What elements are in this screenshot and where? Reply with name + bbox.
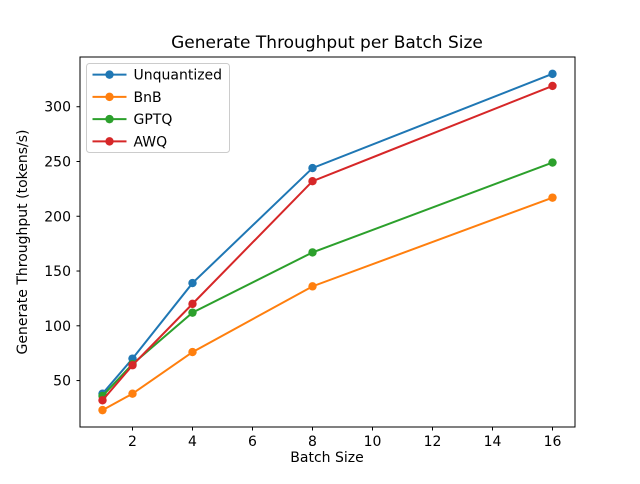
- legend-marker-sample: [105, 114, 114, 124]
- y-axis-label: Generate Throughput (tokens/s): [15, 130, 31, 355]
- legend-box: [86, 63, 230, 153]
- series-marker-bnb: [308, 282, 317, 291]
- legend-item-bnb: BnB: [92, 90, 162, 106]
- legend-label: GPTQ: [134, 112, 173, 128]
- series-marker-gptq: [188, 308, 197, 317]
- legend-item-unquantized: Unquantized: [92, 68, 223, 84]
- y-tick-label: 300: [44, 100, 71, 116]
- x-tick-label: 4: [188, 434, 197, 450]
- series-marker-awq: [98, 396, 107, 405]
- x-tick-label: 6: [248, 434, 257, 450]
- legend-marker-sample: [105, 137, 114, 146]
- series-marker-awq: [128, 361, 137, 370]
- plot-area: 2 4 6 8 10 12 14 16 50 100 150 200 250 300 Unquantized…: [44, 56, 576, 450]
- series-marker-bnb: [98, 405, 107, 415]
- series-line-gptq: [101, 161, 553, 397]
- series-marker-unquantized: [188, 278, 197, 288]
- y-tick-label: 150: [44, 264, 71, 280]
- series-marker-gptq: [308, 248, 317, 257]
- y-tick-label: 200: [44, 209, 71, 225]
- y-tick-label: 50: [53, 374, 71, 390]
- legend-marker-sample: [105, 70, 114, 79]
- series-marker-gptq: [548, 158, 557, 167]
- x-tick-label: 16: [544, 434, 562, 450]
- legend-item-awq: AWQ: [92, 134, 168, 150]
- legend-item-gptq: GPTQ: [92, 112, 173, 128]
- series-marker-bnb: [188, 347, 197, 357]
- x-tick-label: 12: [424, 434, 442, 450]
- series-marker-bnb: [548, 193, 557, 202]
- x-tick-label: 10: [364, 434, 382, 450]
- series-marker-awq: [308, 177, 317, 186]
- legend-label: Unquantized: [134, 68, 223, 84]
- y-tick-label: 100: [44, 319, 71, 335]
- chart-title: Generate Throughput per Batch Size: [171, 33, 483, 53]
- legend-label: BnB: [134, 90, 162, 106]
- series-marker-bnb: [128, 389, 137, 398]
- x-tick-label: 2: [128, 434, 137, 450]
- legend-marker-sample: [105, 92, 114, 102]
- series-marker-awq: [548, 81, 557, 91]
- y-tick-label: 250: [44, 154, 71, 170]
- series-marker-unquantized: [548, 69, 557, 79]
- x-tick-label: 14: [484, 434, 502, 450]
- series-line-bnb: [102, 196, 553, 412]
- legend-label: AWQ: [134, 134, 168, 150]
- x-axis-label: Batch Size: [290, 450, 363, 466]
- series-marker-awq: [188, 299, 197, 309]
- series-marker-unquantized: [308, 163, 317, 173]
- x-tick-label: 8: [308, 434, 317, 450]
- axes-frame: [79, 56, 576, 428]
